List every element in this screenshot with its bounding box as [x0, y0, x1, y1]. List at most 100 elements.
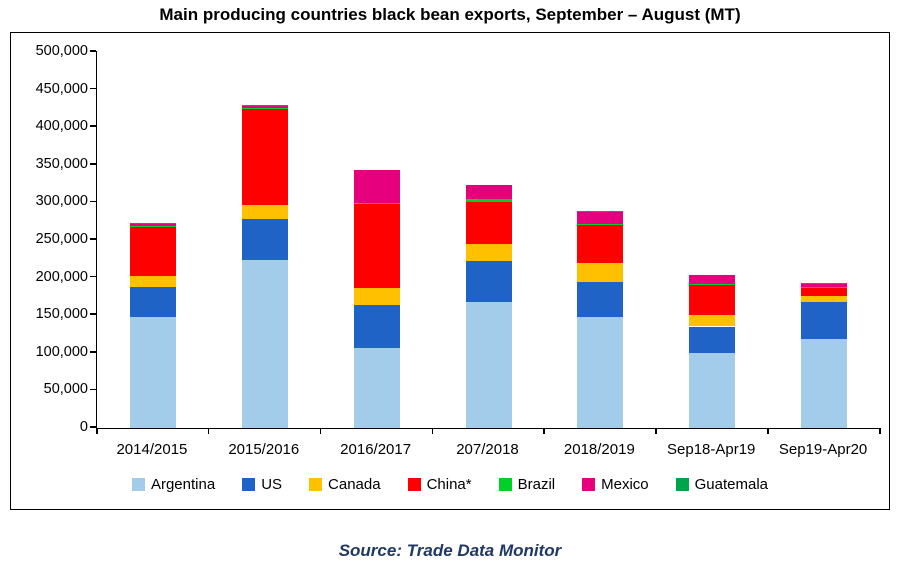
y-axis-tick-label: 300,000: [35, 193, 88, 210]
y-axis-tick-label: 450,000: [35, 80, 88, 97]
bar-segment-brazil: [577, 224, 624, 225]
bar-segment-mexico: [577, 211, 624, 225]
plot-area: [96, 51, 881, 429]
bar-segment-china-: [689, 285, 736, 316]
bar-segment-china-: [129, 227, 176, 277]
legend-label: Brazil: [517, 476, 556, 493]
legend-swatch: [498, 478, 512, 491]
bar-segment-argentina: [353, 348, 400, 428]
legend-swatch: [242, 478, 256, 491]
x-axis-category-label: Sep19-Apr20: [778, 441, 868, 458]
legend-swatch: [582, 478, 596, 491]
legend-label: China*: [426, 476, 472, 493]
y-axis-tick-label: 50,000: [43, 381, 88, 398]
bar-segment-us: [465, 261, 512, 302]
y-axis-tick-mark: [90, 313, 96, 315]
legend-label: Argentina: [150, 476, 216, 493]
x-axis-tick-mark: [431, 428, 434, 434]
legend-item-brazil: Brazil: [498, 476, 556, 493]
y-axis-tick-mark: [90, 275, 96, 278]
y-axis-tick-mark: [90, 238, 96, 240]
bar-segment-argentina: [129, 316, 176, 428]
bar-segment-canada: [577, 262, 624, 283]
bar-segment-mexico: [353, 170, 400, 204]
bar-segment-us: [353, 305, 400, 349]
bar-segment-brazil: [353, 203, 400, 204]
x-axis-category-label: 2015/2016: [228, 441, 300, 458]
bar-segment-argentina: [241, 259, 288, 428]
y-axis-tick-mark: [90, 388, 96, 391]
x-axis-tick-mark: [655, 428, 657, 434]
bar-segment-mexico: [465, 185, 512, 200]
y-axis-tick-label: 200,000: [35, 268, 88, 285]
legend-swatch: [309, 478, 323, 491]
bar-segment-china-: [577, 224, 624, 263]
y-axis-tick-mark: [90, 200, 96, 203]
x-axis-category-label: 2014/2015: [116, 441, 188, 458]
bar-segment-mexico: [129, 224, 176, 227]
chart-area: Argentina US Canada China* Brazil Mexico Guate…: [10, 32, 890, 510]
bar-segment-canada: [801, 295, 848, 302]
y-axis-tick-mark: [90, 125, 96, 127]
x-axis-tick-mark: [319, 428, 322, 434]
bar-segment-guatemala: [129, 222, 176, 225]
x-axis-category-label: 2018/2019: [563, 441, 635, 458]
x-axis-category-label: 207/2018: [456, 441, 519, 458]
x-axis-tick-mark: [543, 428, 545, 434]
legend-item-guatemala: Guatemala: [675, 476, 769, 493]
legend-item-canada: Canada: [309, 476, 381, 493]
x-axis-tick-mark: [96, 428, 98, 434]
bar-segment-mexico: [241, 105, 288, 109]
bar-segment-argentina: [465, 301, 512, 428]
bar-segment-brazil: [689, 284, 736, 286]
legend-item-mexico: Mexico: [582, 476, 649, 493]
bar-segment-china-: [353, 203, 400, 289]
bar-segment-us: [689, 326, 736, 353]
bar-segment-canada: [353, 288, 400, 306]
legend-label: Guatemala: [694, 476, 769, 493]
bar-segment-canada: [129, 276, 176, 287]
y-axis-tick-mark: [90, 87, 96, 90]
bar-segment-us: [577, 282, 624, 318]
bar-segment-brazil: [129, 226, 176, 228]
y-axis-tick-mark: [90, 426, 96, 428]
y-axis-tick-label: 0: [79, 419, 88, 435]
legend-swatch: [131, 478, 145, 491]
bar-segment-argentina: [577, 317, 624, 428]
bar-segment-china-: [801, 288, 848, 296]
y-axis-tick-label: 350,000: [35, 155, 88, 172]
bar-segment-us: [129, 286, 176, 317]
bar-segment-brazil: [801, 286, 848, 289]
bar-segment-us: [801, 301, 848, 340]
legend-swatch: [407, 478, 421, 491]
legend-item-argentina: Argentina: [131, 476, 216, 493]
x-axis-tick-mark: [879, 428, 881, 434]
legend-label: Mexico: [601, 476, 649, 493]
x-axis-tick-mark: [767, 428, 769, 434]
source-caption: Source: Trade Data Monitor: [338, 541, 562, 560]
x-axis-tick-mark: [207, 428, 210, 434]
bar-segment-canada: [465, 243, 512, 262]
y-axis-tick-label: 150,000: [35, 306, 88, 323]
bar-segment-mexico: [801, 284, 848, 287]
bar-segment-argentina: [801, 339, 848, 428]
x-axis-category-label: 2016/2017: [340, 441, 412, 458]
bar-segment-mexico: [689, 274, 736, 285]
bar-segment-guatemala: [801, 282, 848, 285]
legend-label: US: [261, 476, 283, 493]
bar-segment-us: [241, 218, 288, 260]
legend-item-us: US: [242, 476, 282, 493]
legend-item-china-: China*: [407, 476, 472, 493]
bar-segment-brazil: [241, 108, 288, 110]
y-axis-tick-mark: [90, 351, 96, 353]
bar-segment-canada: [241, 205, 288, 219]
bar-segment-canada: [689, 315, 736, 327]
y-axis-tick-label: 400,000: [35, 118, 88, 135]
bar-segment-brazil: [465, 199, 512, 203]
chart-title: Main producing countries black bean expo…: [159, 5, 741, 24]
y-axis-tick-label: 500,000: [35, 43, 88, 59]
legend: Argentina US Canada China* Brazil Mexico Guate…: [11, 476, 889, 493]
bar-segment-guatemala: [577, 210, 624, 212]
y-axis-tick-label: 100,000: [35, 343, 88, 360]
bar-segment-guatemala: [241, 104, 288, 106]
